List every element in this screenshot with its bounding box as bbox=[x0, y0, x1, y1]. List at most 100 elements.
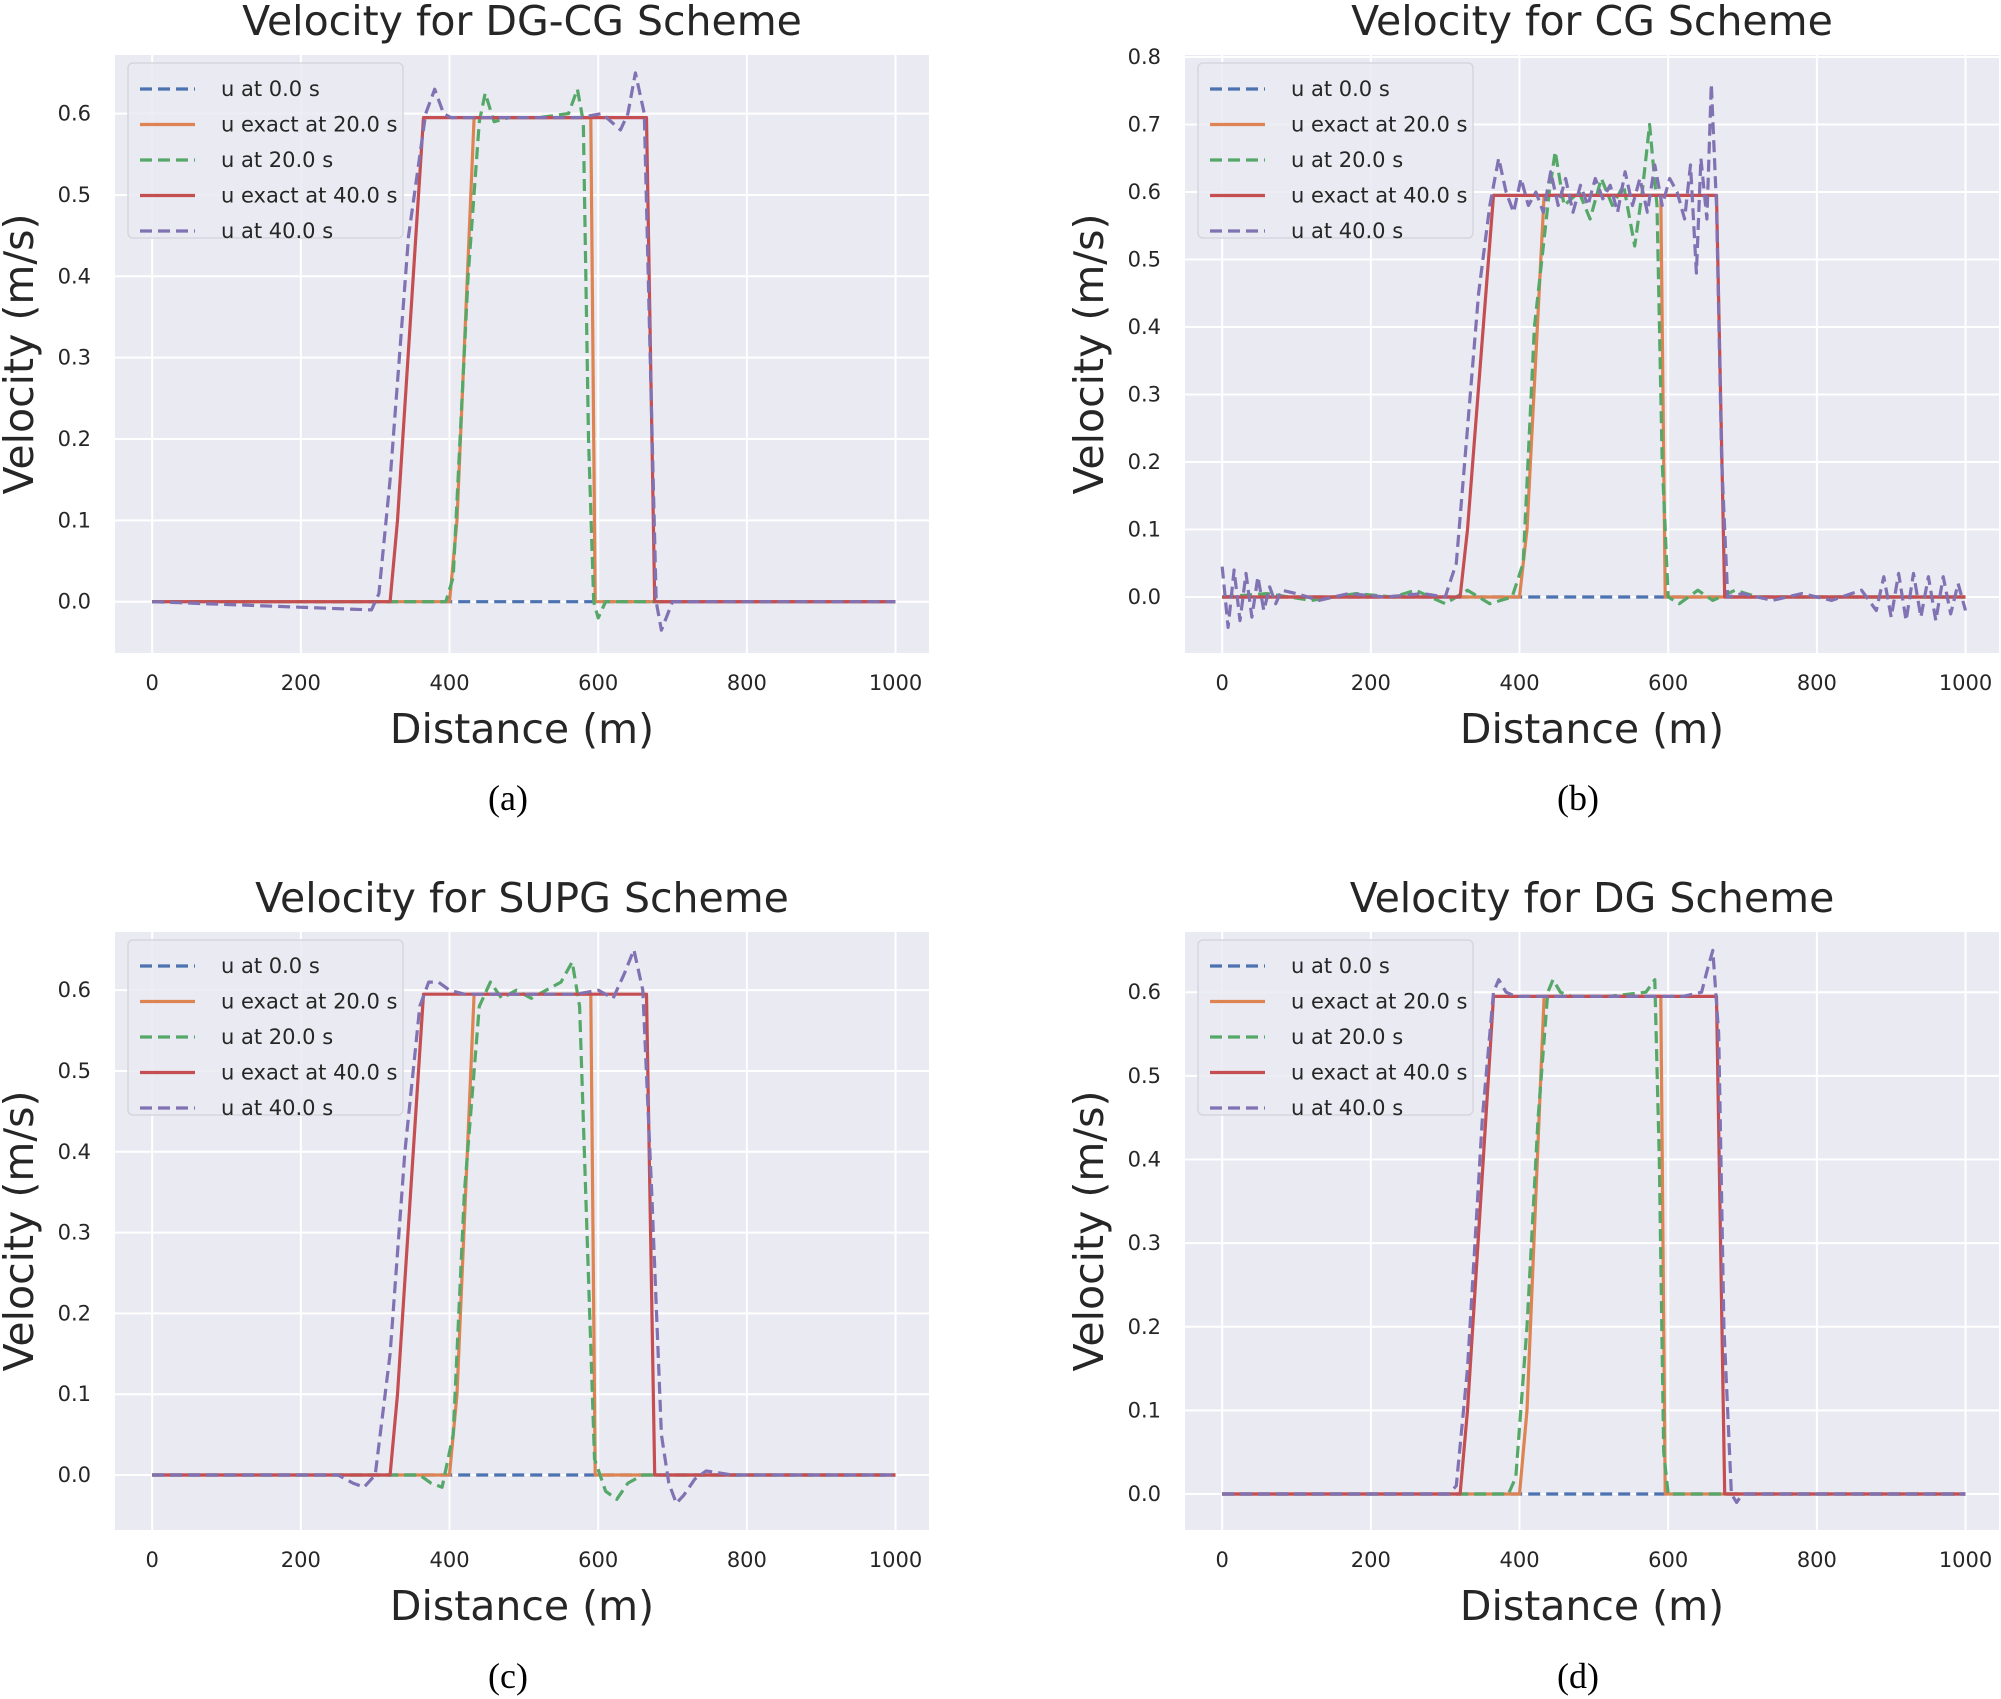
legend-label: u at 20.0 s bbox=[1291, 1025, 1403, 1049]
y-tick-label: 0.5 bbox=[1128, 1064, 1161, 1088]
y-tick-label: 0.6 bbox=[58, 978, 91, 1002]
y-tick-label: 0.4 bbox=[58, 264, 91, 288]
x-tick-label: 1000 bbox=[869, 1548, 922, 1572]
legend-label: u at 40.0 s bbox=[221, 219, 333, 243]
legend-box bbox=[127, 939, 404, 1116]
y-tick-label: 0.0 bbox=[1128, 585, 1161, 609]
x-tick-label: 400 bbox=[1499, 671, 1539, 695]
y-axis-label: Velocity (m/s) bbox=[1065, 1091, 1113, 1372]
x-tick-label: 1000 bbox=[1939, 671, 1992, 695]
legend: u at 0.0 s u exact at 20.0 s u at 20.0 s u … bbox=[127, 62, 404, 243]
y-tick-label: 0.3 bbox=[58, 346, 91, 370]
x-tick-label: 400 bbox=[429, 671, 469, 695]
x-tick-label: 600 bbox=[1648, 671, 1688, 695]
legend: u at 0.0 s u exact at 20.0 s u at 20.0 s u … bbox=[1197, 62, 1474, 243]
legend-label: u exact at 40.0 s bbox=[221, 1061, 397, 1085]
y-tick-label: 0.1 bbox=[58, 508, 91, 532]
y-tick-label: 0.6 bbox=[1128, 980, 1161, 1004]
chart-panel-3: 0 200 400 600 800 1000 0.0 0.1 0.2 0.3 0.4 0.5 0.6 Ve… bbox=[0, 874, 929, 1696]
x-axis-label: Distance (m) bbox=[390, 705, 654, 753]
y-tick-label: 0.6 bbox=[1128, 180, 1161, 204]
chart-title: Velocity for DG Scheme bbox=[1350, 874, 1835, 922]
legend-label: u exact at 40.0 s bbox=[1291, 184, 1467, 208]
x-tick-label: 600 bbox=[1648, 1548, 1688, 1572]
x-tick-label: 1000 bbox=[869, 671, 922, 695]
legend-label: u at 40.0 s bbox=[221, 1096, 333, 1120]
y-tick-label: 0.0 bbox=[1128, 1482, 1161, 1506]
y-tick-label: 0.5 bbox=[58, 183, 91, 207]
y-axis-label: Velocity (m/s) bbox=[0, 214, 43, 495]
series-line-u20 bbox=[1222, 978, 1966, 1496]
x-tick-label: 200 bbox=[281, 671, 321, 695]
chart-panel-4: 0 200 400 600 800 1000 0.0 0.1 0.2 0.3 0.4 0.5 0.6 Ve… bbox=[1065, 874, 1999, 1696]
legend-label: u at 0.0 s bbox=[221, 77, 320, 101]
y-tick-label: 0.2 bbox=[1128, 1315, 1161, 1339]
y-tick-label: 0.4 bbox=[1128, 1147, 1161, 1171]
x-axis-label: Distance (m) bbox=[1460, 1582, 1724, 1630]
legend: u at 0.0 s u exact at 20.0 s u at 20.0 s u … bbox=[1197, 939, 1474, 1120]
x-tick-label: 0 bbox=[1215, 1548, 1228, 1572]
x-tick-label: 600 bbox=[578, 1548, 618, 1572]
panel-caption: (a) bbox=[488, 778, 528, 818]
legend-label: u at 0.0 s bbox=[1291, 954, 1390, 978]
y-tick-label: 0.1 bbox=[58, 1382, 91, 1406]
series-line-u40 bbox=[152, 71, 896, 632]
y-tick-label: 0.8 bbox=[1128, 45, 1161, 69]
legend-label: u exact at 40.0 s bbox=[221, 184, 397, 208]
y-tick-label: 0.2 bbox=[58, 1301, 91, 1325]
series-line-u40 bbox=[1222, 948, 1966, 1505]
y-axis-label: Velocity (m/s) bbox=[0, 1091, 43, 1372]
series-line-exact40 bbox=[152, 115, 896, 604]
legend-label: u at 40.0 s bbox=[1291, 219, 1403, 243]
series-line-exact40 bbox=[152, 992, 896, 1477]
y-tick-label: 0.4 bbox=[58, 1140, 91, 1164]
chart-panel-1: 0 200 400 600 800 1000 0.0 0.1 0.2 0.3 0.4 0.5 0.6 Ve… bbox=[0, 0, 929, 818]
series-line-u40 bbox=[152, 948, 896, 1505]
legend-label: u exact at 40.0 s bbox=[1291, 1061, 1467, 1085]
y-tick-label: 0.0 bbox=[58, 590, 91, 614]
legend: u at 0.0 s u exact at 20.0 s u at 20.0 s u … bbox=[127, 939, 404, 1120]
legend-label: u at 0.0 s bbox=[221, 954, 320, 978]
legend-box bbox=[1197, 939, 1474, 1116]
x-tick-label: 400 bbox=[429, 1548, 469, 1572]
legend-label: u exact at 20.0 s bbox=[221, 113, 397, 137]
legend-label: u exact at 20.0 s bbox=[1291, 990, 1467, 1014]
x-tick-label: 800 bbox=[727, 1548, 767, 1572]
x-tick-label: 600 bbox=[578, 671, 618, 695]
y-tick-label: 0.3 bbox=[1128, 1231, 1161, 1255]
y-tick-label: 0.5 bbox=[1128, 248, 1161, 272]
x-tick-label: 0 bbox=[1215, 671, 1228, 695]
y-tick-label: 0.3 bbox=[1128, 382, 1161, 406]
legend-label: u at 40.0 s bbox=[1291, 1096, 1403, 1120]
x-axis-label: Distance (m) bbox=[1460, 705, 1724, 753]
legend-label: u exact at 20.0 s bbox=[221, 990, 397, 1014]
series-line-u40 bbox=[1220, 82, 1968, 630]
legend-label: u at 20.0 s bbox=[221, 1025, 333, 1049]
x-tick-label: 200 bbox=[1351, 671, 1391, 695]
x-tick-label: 0 bbox=[145, 1548, 158, 1572]
x-tick-label: 400 bbox=[1499, 1548, 1539, 1572]
y-tick-label: 0.2 bbox=[58, 427, 91, 451]
series-line-exact40 bbox=[1222, 193, 1966, 599]
panel-caption: (d) bbox=[1557, 1656, 1599, 1696]
x-tick-label: 800 bbox=[727, 671, 767, 695]
series-line-u20 bbox=[152, 87, 896, 620]
y-tick-label: 0.7 bbox=[1128, 113, 1161, 137]
x-tick-label: 800 bbox=[1797, 1548, 1837, 1572]
y-tick-label: 0.1 bbox=[1128, 517, 1161, 541]
legend-label: u at 0.0 s bbox=[1291, 77, 1390, 101]
x-axis-label: Distance (m) bbox=[390, 1582, 654, 1630]
y-tick-label: 0.6 bbox=[58, 102, 91, 126]
y-tick-label: 0.2 bbox=[1128, 450, 1161, 474]
x-tick-label: 0 bbox=[145, 671, 158, 695]
legend-box bbox=[127, 62, 404, 239]
y-tick-label: 0.1 bbox=[1128, 1398, 1161, 1422]
y-tick-label: 0.4 bbox=[1128, 315, 1161, 339]
x-tick-label: 200 bbox=[1351, 1548, 1391, 1572]
legend-label: u at 20.0 s bbox=[1291, 148, 1403, 172]
legend-label: u exact at 20.0 s bbox=[1291, 113, 1467, 137]
y-tick-label: 0.0 bbox=[58, 1463, 91, 1487]
x-tick-label: 200 bbox=[281, 1548, 321, 1572]
x-tick-label: 1000 bbox=[1939, 1548, 1992, 1572]
